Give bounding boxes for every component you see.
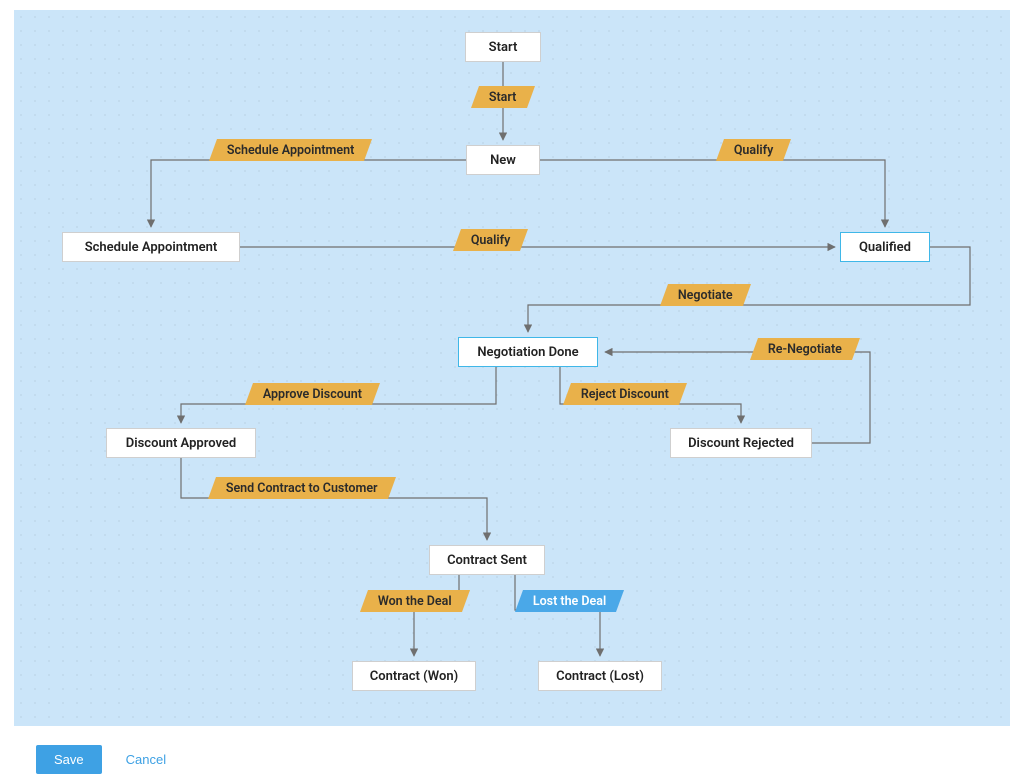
flowchart-edge-label-lbl_lost: Lost the Deal bbox=[514, 590, 623, 612]
cancel-button[interactable]: Cancel bbox=[120, 751, 172, 768]
flowchart-edge-label-lbl_reject: Reject Discount bbox=[563, 383, 687, 405]
flowchart-node-contract_sent[interactable]: Contract Sent bbox=[429, 545, 545, 575]
flowchart-node-qualified[interactable]: Qualified bbox=[840, 232, 930, 262]
save-button[interactable]: Save bbox=[36, 745, 102, 774]
diagram-canvas: Start New Schedule Appointment Qualified Neg… bbox=[0, 0, 1024, 784]
flowchart-edge-label-lbl_sendcontract: Send Contract to Customer bbox=[208, 477, 396, 499]
flowchart-edge-label-lbl_approve: Approve Discount bbox=[244, 383, 379, 405]
flowchart-edge-label-lbl_start: Start bbox=[471, 86, 535, 108]
flowchart-node-disc_approved[interactable]: Discount Approved bbox=[106, 428, 256, 458]
flowchart-node-contract_lost[interactable]: Contract (Lost) bbox=[538, 661, 662, 691]
diagram-background bbox=[14, 10, 1010, 726]
flowchart-edge-label-lbl_renegotiate: Re-Negotiate bbox=[750, 338, 860, 360]
flowchart-edge-label-lbl_negotiate: Negotiate bbox=[659, 284, 750, 306]
flowchart-node-start[interactable]: Start bbox=[465, 32, 541, 62]
flowchart-edge-label-lbl_sched: Schedule Appointment bbox=[208, 139, 371, 161]
flowchart-edge-label-lbl_qualify2: Qualify bbox=[452, 229, 527, 251]
flowchart-edge-label-lbl_won: Won the Deal bbox=[360, 590, 470, 612]
flowchart-edge-label-lbl_qualify1: Qualify bbox=[715, 139, 790, 161]
flowchart-node-contract_won[interactable]: Contract (Won) bbox=[352, 661, 476, 691]
flowchart-node-new[interactable]: New bbox=[466, 145, 540, 175]
flowchart-node-schedule[interactable]: Schedule Appointment bbox=[62, 232, 240, 262]
flowchart-node-disc_rejected[interactable]: Discount Rejected bbox=[670, 428, 812, 458]
footer-bar: Save Cancel bbox=[0, 734, 1024, 784]
flowchart-node-negotiation[interactable]: Negotiation Done bbox=[458, 337, 598, 367]
